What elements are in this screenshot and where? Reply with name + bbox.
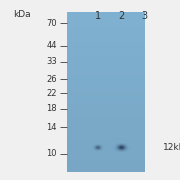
Text: 70: 70: [46, 19, 57, 28]
Text: 10: 10: [46, 150, 57, 159]
Text: 26: 26: [46, 75, 57, 84]
Text: 33: 33: [46, 57, 57, 66]
Text: 14: 14: [46, 123, 57, 132]
Text: 22: 22: [46, 89, 57, 98]
Text: 3: 3: [141, 11, 147, 21]
Text: 1: 1: [95, 11, 101, 21]
Text: 12kDa: 12kDa: [163, 143, 180, 152]
Text: 44: 44: [46, 42, 57, 51]
Text: kDa: kDa: [13, 10, 31, 19]
Text: 2: 2: [118, 11, 124, 21]
Text: 18: 18: [46, 105, 57, 114]
